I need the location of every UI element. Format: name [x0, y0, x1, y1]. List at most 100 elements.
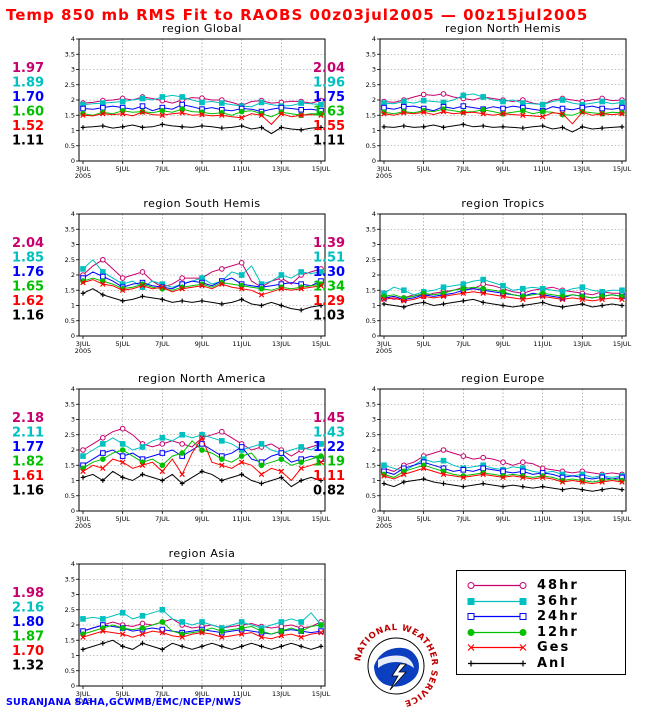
data-point-12hr	[318, 453, 324, 459]
y-tick-label: 3.5	[366, 400, 376, 408]
plot-frame	[78, 563, 326, 687]
data-point-36hr	[381, 100, 387, 106]
data-point-24hr	[238, 444, 245, 450]
data-point-12hr	[460, 285, 467, 292]
stat-48hr: 2.04	[313, 61, 345, 76]
data-point-Anl	[381, 481, 387, 486]
data-point-Ges	[559, 296, 566, 303]
y-tick-label: 3	[71, 416, 75, 424]
data-point-Ges	[179, 634, 185, 640]
y-tick-label: 1	[372, 127, 376, 135]
data-point-48hr	[100, 256, 106, 263]
data-point-Anl	[239, 472, 244, 477]
y-tick-label: 4	[372, 210, 376, 218]
data-point-Anl	[540, 300, 545, 305]
data-point-12hr	[139, 625, 146, 631]
data-point-36hr	[139, 444, 146, 450]
x-tick-label: 7JUL	[456, 165, 471, 173]
data-point-Anl	[540, 484, 545, 489]
data-point-Anl	[239, 123, 244, 129]
y-tick-label: 0.5	[65, 492, 75, 500]
data-point-36hr	[500, 282, 506, 289]
data-point-Ges	[480, 111, 486, 117]
stat-12hr: 1.82	[12, 455, 44, 470]
stat-12hr: 1.87	[12, 630, 44, 645]
data-point-48hr	[278, 623, 285, 630]
data-point-48hr	[80, 447, 86, 453]
data-point-Anl	[120, 644, 125, 649]
data-point-Ges	[381, 111, 387, 117]
data-point-Anl	[619, 124, 625, 130]
data-point-12hr	[219, 456, 225, 462]
data-point-Ges	[100, 281, 106, 287]
data-point-24hr	[500, 468, 506, 475]
data-point-Ges	[500, 111, 506, 117]
legend-swatch	[467, 582, 527, 589]
data-point-Anl	[100, 123, 106, 129]
data-point-12hr	[278, 456, 285, 462]
data-point-24hr	[460, 103, 467, 109]
data-point-36hr	[179, 431, 185, 438]
data-point-Anl	[619, 303, 625, 308]
data-point-Ges	[318, 112, 324, 118]
y-tick-label: 2.5	[65, 81, 75, 89]
data-point-36hr	[80, 266, 86, 272]
legend-marker	[468, 660, 474, 666]
data-point-36hr	[599, 288, 605, 295]
data-point-48hr	[500, 459, 506, 466]
plot-frame	[78, 38, 326, 162]
y-tick-label: 3	[372, 66, 376, 74]
stat-Anl: 1.16	[12, 484, 44, 499]
data-point-36hr	[500, 98, 506, 105]
data-point-36hr	[298, 100, 304, 106]
data-point-Anl	[599, 487, 605, 492]
data-point-Ges	[500, 474, 506, 481]
y-tick-label: 1.5	[65, 286, 75, 294]
y-tick-label: 1.5	[366, 286, 376, 294]
y-tick-label: 0	[71, 682, 75, 690]
x-tick-label: 9JUL	[195, 690, 210, 698]
data-point-Anl	[199, 123, 205, 129]
data-point-12hr	[159, 107, 166, 114]
data-point-Anl	[279, 125, 284, 130]
data-point-Ges	[298, 286, 304, 292]
data-point-36hr	[159, 435, 166, 441]
data-point-36hr	[401, 98, 407, 105]
x-tick-label: 3JUL	[76, 515, 91, 523]
y-tick-label: 1	[71, 127, 75, 135]
y-tick-label: 2.5	[65, 606, 75, 614]
stat-12hr: 1.19	[313, 455, 345, 470]
data-point-Anl	[500, 484, 506, 489]
data-point-36hr	[520, 100, 526, 106]
data-point-Ges	[579, 109, 586, 115]
data-point-Anl	[318, 303, 324, 308]
data-point-Anl	[461, 122, 466, 127]
data-point-Ges	[219, 634, 225, 640]
data-point-24hr	[520, 468, 526, 475]
data-point-12hr	[238, 453, 245, 459]
stat-Ges: 1.62	[12, 294, 44, 309]
stat-36hr: 1.96	[313, 76, 345, 91]
x-tick-label: 2005	[75, 697, 92, 705]
data-point-36hr	[539, 285, 546, 292]
data-point-Ges	[440, 293, 447, 300]
data-point-36hr	[139, 613, 146, 619]
data-point-36hr	[199, 99, 205, 106]
data-point-12hr	[258, 285, 265, 292]
data-point-Anl	[580, 487, 585, 492]
data-point-48hr	[480, 281, 486, 287]
stat-48hr: 1.45	[313, 411, 345, 426]
stat-24hr: 1.76	[12, 265, 44, 280]
data-point-Ges	[199, 435, 205, 441]
chart-title: region North America	[138, 372, 266, 385]
y-tick-label: 0.5	[65, 317, 75, 325]
data-point-Ges	[520, 474, 526, 481]
plot-frame	[379, 388, 627, 512]
legend-marker	[467, 613, 475, 620]
y-tick-label: 2.5	[366, 431, 376, 439]
x-tick-label: 11JUL	[533, 340, 552, 348]
data-point-Anl	[199, 469, 205, 474]
y-tick-label: 2	[372, 96, 376, 104]
data-point-Anl	[381, 301, 387, 307]
